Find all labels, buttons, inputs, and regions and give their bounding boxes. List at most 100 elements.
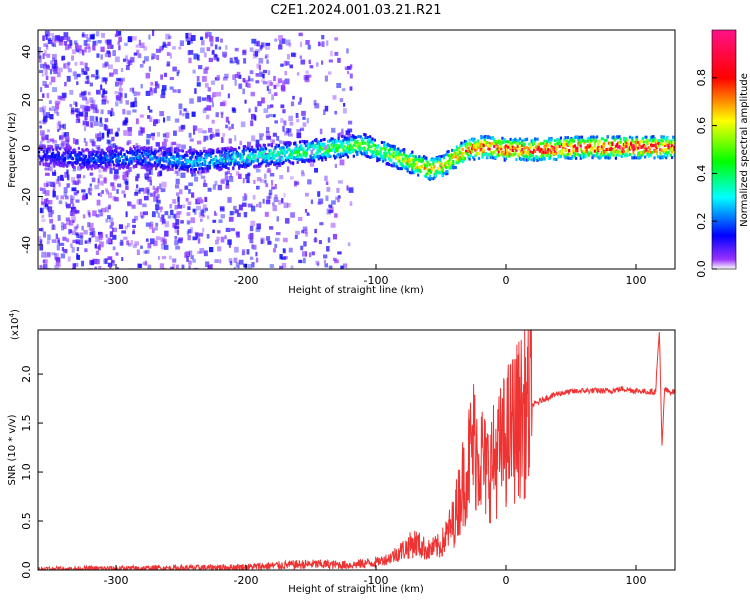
heatmap-cell <box>300 144 303 148</box>
heatmap-cell <box>100 151 103 155</box>
heatmap-cell <box>306 212 309 216</box>
heatmap-cell <box>424 166 427 170</box>
heatmap-cell <box>626 154 629 158</box>
heatmap-cell <box>412 161 415 165</box>
heatmap-cell <box>630 141 633 145</box>
heatmap-cell <box>100 84 103 90</box>
heatmap-cell <box>106 50 111 54</box>
heatmap-cell <box>418 165 421 169</box>
heatmap-cell <box>118 36 122 43</box>
heatmap-cell <box>201 40 205 46</box>
snr-y-ticks: 0.00.51.01.52.0 <box>20 365 43 579</box>
heatmap-cell <box>227 167 230 171</box>
heatmap-cell <box>101 95 107 102</box>
heatmap-cell <box>397 159 400 163</box>
heatmap-cell <box>242 152 245 156</box>
heatmap-cell <box>267 163 270 167</box>
heatmap-cell <box>138 150 141 154</box>
heatmap-cell <box>57 176 60 182</box>
heatmap-cell <box>138 130 143 136</box>
heatmap-cell <box>281 198 284 204</box>
heatmap-cell <box>597 145 600 149</box>
heatmap-cell <box>120 239 124 246</box>
heatmap-cell <box>42 145 45 149</box>
heatmap-cell <box>342 152 345 156</box>
heatmap-cell <box>116 154 119 158</box>
heatmap-cell <box>38 50 41 56</box>
heatmap-cell <box>67 156 70 160</box>
heatmap-cell <box>210 264 213 269</box>
heatmap-cell <box>660 135 663 139</box>
heatmap-cell <box>38 47 42 53</box>
heatmap-cell <box>84 80 89 84</box>
heatmap-cell <box>98 154 102 158</box>
heatmap-cell <box>170 161 173 165</box>
heatmap-cell <box>569 138 572 142</box>
heatmap-cell <box>119 152 123 156</box>
heatmap-cell <box>194 149 197 153</box>
heatmap-cell <box>202 130 207 134</box>
heatmap-cell <box>55 233 59 239</box>
heatmap-cell <box>249 152 252 156</box>
heatmap-cell <box>247 75 251 82</box>
heatmap-cell <box>321 158 324 162</box>
heatmap-cell <box>43 153 47 157</box>
heatmap-cell <box>431 167 434 171</box>
heatmap-cell <box>85 67 90 72</box>
heatmap-cell <box>225 124 228 129</box>
heatmap-cell <box>564 147 567 151</box>
heatmap-cell <box>234 135 237 142</box>
heatmap-cell <box>43 116 48 123</box>
heatmap-cell <box>57 128 60 132</box>
heatmap-cell <box>454 166 457 170</box>
heatmap-cell <box>592 135 595 139</box>
heatmap-cell <box>176 143 182 148</box>
heatmap-cell <box>412 171 415 175</box>
heatmap-cell <box>302 122 307 127</box>
heatmap-cell <box>82 149 85 153</box>
heatmap-cell <box>615 153 619 157</box>
heatmap-cell <box>403 152 406 156</box>
heatmap-cell <box>85 75 89 80</box>
heatmap-cell <box>121 155 124 159</box>
heatmap-cell <box>465 141 468 145</box>
heatmap-cell <box>625 137 628 141</box>
heatmap-cell <box>318 142 321 146</box>
heatmap-cell <box>69 89 74 95</box>
heatmap-cell <box>500 153 503 157</box>
heatmap-cell <box>638 156 641 160</box>
heatmap-cell <box>115 150 118 154</box>
heatmap-cell <box>66 144 71 148</box>
heatmap-cell <box>413 170 416 174</box>
heatmap-cell <box>149 158 152 162</box>
heatmap-cell <box>164 211 169 216</box>
heatmap-cell <box>404 157 407 161</box>
heatmap-cell <box>122 171 128 178</box>
heatmap-cell <box>64 195 69 200</box>
heatmap-cell <box>94 184 100 190</box>
heatmap-cell <box>73 191 78 196</box>
heatmap-cell <box>238 173 242 180</box>
heatmap-cell <box>548 155 551 159</box>
heatmap-cell <box>376 152 379 156</box>
heatmap-cell <box>401 159 405 163</box>
heatmap-cell <box>417 166 420 170</box>
heatmap-cell <box>508 154 511 158</box>
heatmap-cell <box>248 149 251 153</box>
heatmap-cell <box>461 151 464 155</box>
heatmap-cell <box>466 151 469 155</box>
heatmap-cell <box>200 151 203 155</box>
heatmap-cell <box>167 41 171 47</box>
heatmap-cell <box>381 156 385 160</box>
heatmap-cell <box>488 136 491 140</box>
heatmap-cell <box>407 158 410 162</box>
heatmap-cell <box>76 233 80 239</box>
heatmap-cell <box>325 152 329 156</box>
heatmap-cell <box>487 145 490 149</box>
heatmap-cell <box>81 260 85 267</box>
heatmap-cell <box>263 160 267 164</box>
heatmap-cell <box>222 51 228 57</box>
heatmap-cell <box>424 174 427 178</box>
heatmap-cell <box>501 136 504 140</box>
heatmap-cell <box>600 137 603 141</box>
